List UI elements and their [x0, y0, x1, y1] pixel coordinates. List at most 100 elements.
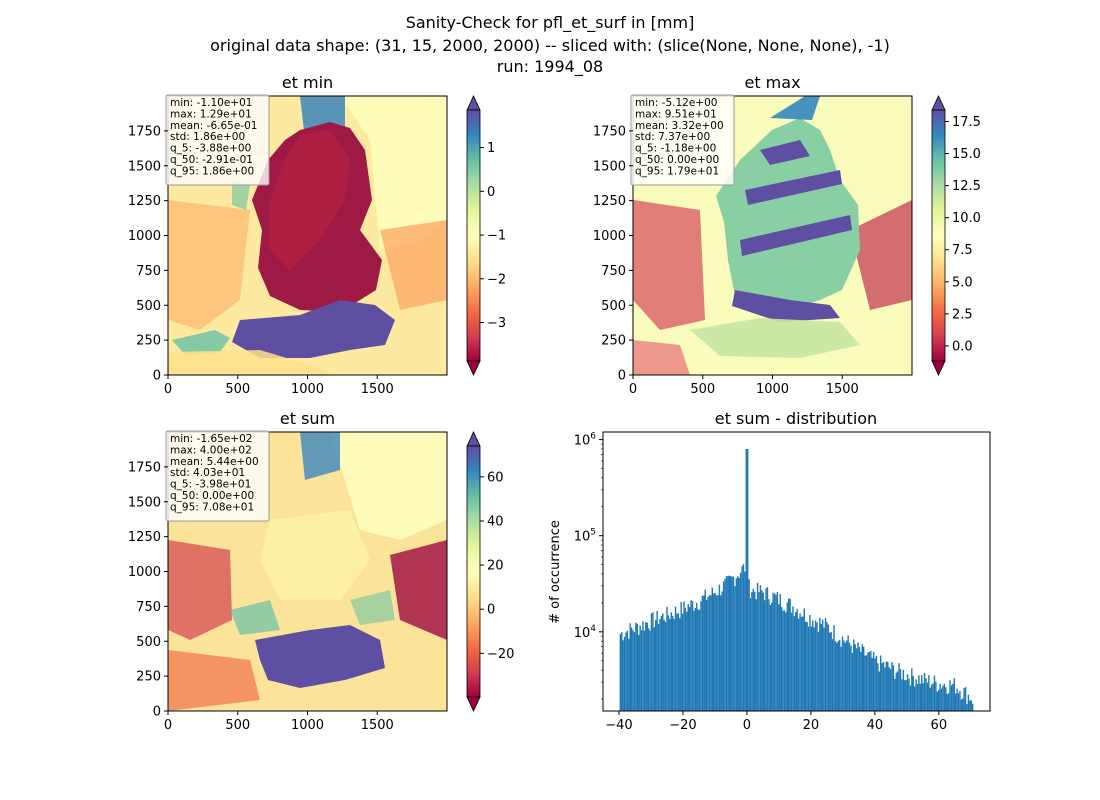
colorbar-gradient — [466, 109, 481, 362]
histogram-bar — [904, 680, 906, 711]
stats-line: max: 4.00e+02 — [170, 444, 252, 456]
y-tick-label: 1000 — [593, 229, 626, 244]
stats-line: mean: -6.65e-01 — [170, 120, 257, 132]
histogram-bar — [792, 606, 794, 711]
histogram-bar — [928, 675, 930, 711]
y-tick-label: 500 — [136, 635, 161, 650]
histogram-bar — [959, 690, 961, 711]
colorbar-tick-label: 60 — [487, 470, 504, 485]
histogram-bar — [939, 683, 941, 711]
histogram-bar — [809, 614, 811, 711]
histogram-bar — [756, 582, 759, 711]
colorbar-tick-label: 20 — [487, 559, 504, 574]
panel-title-et-sum: et sum — [280, 409, 335, 428]
x-tick-label: 1000 — [756, 382, 789, 397]
histogram-bar — [909, 685, 912, 711]
histogram-bar — [912, 676, 914, 711]
histogram-bar — [746, 448, 749, 711]
y-tick-label: 250 — [136, 670, 161, 685]
histogram-bar — [952, 683, 954, 711]
colorbar-tick-label: 10.0 — [952, 211, 981, 226]
histogram-bar — [840, 646, 842, 711]
x-axis-et-sum: 0 500 1000 1500 — [164, 711, 394, 733]
histogram-bar — [714, 592, 716, 711]
histogram-bar — [690, 600, 692, 711]
histogram-bar — [742, 564, 745, 711]
histogram-bar — [708, 595, 711, 711]
y-tick-label: 1000 — [128, 229, 161, 244]
histogram-bar — [940, 688, 943, 711]
histogram-bar — [660, 616, 663, 711]
colorbar-gradient — [931, 109, 946, 362]
histogram-bar — [697, 609, 699, 711]
histogram-bar — [861, 644, 864, 711]
histogram-bar — [711, 587, 714, 711]
histogram-bar — [707, 596, 709, 711]
histogram-bar — [901, 679, 903, 711]
stats-line: std: 1.86e+00 — [170, 131, 245, 143]
histogram-bar — [844, 642, 847, 711]
histogram-bar — [705, 599, 708, 711]
histogram-bar — [878, 671, 880, 711]
y-tick-label: 750 — [136, 600, 161, 615]
histogram-bar — [803, 608, 805, 711]
histogram-bar — [649, 630, 651, 711]
histogram-bar — [783, 610, 786, 711]
histogram-bar — [802, 616, 804, 711]
stats-line: max: 9.51e+01 — [635, 108, 717, 120]
histogram-bar — [749, 598, 752, 711]
histogram-bar — [867, 652, 869, 711]
x-tick-label: 500 — [690, 382, 715, 397]
histogram-bar — [677, 613, 680, 711]
histogram-bar — [727, 575, 729, 711]
histogram-bar — [857, 642, 859, 711]
histogram-bar — [807, 626, 810, 711]
histogram-bar — [780, 606, 783, 711]
histogram-bar — [969, 700, 971, 711]
histogram-bar — [967, 694, 970, 711]
histogram-bar — [858, 647, 861, 711]
histogram-bar — [872, 651, 875, 711]
x-tick-label: 40 — [867, 718, 884, 733]
y-tick-label: 750 — [601, 264, 626, 279]
histogram-bar — [670, 612, 672, 711]
histogram-bar — [812, 620, 814, 711]
histogram-bar — [943, 683, 946, 711]
histogram-bar — [776, 591, 779, 711]
histogram-bar — [864, 655, 866, 711]
histogram-bar — [820, 624, 822, 711]
histogram-bar — [814, 620, 817, 711]
histogram-bar — [945, 687, 947, 711]
histogram-bar — [891, 662, 893, 711]
histogram-bar — [766, 587, 769, 711]
panel-title-et-min: et min — [282, 73, 333, 92]
histogram-bar — [680, 602, 682, 711]
colorbar-tick-label: 17.5 — [952, 115, 981, 130]
histogram-bar — [865, 655, 868, 711]
histogram-bar — [629, 623, 631, 711]
histogram-bar — [804, 621, 807, 711]
colorbar-tick-label: 7.5 — [952, 243, 973, 258]
y-tick-label: 1500 — [593, 159, 626, 174]
histogram-bar — [771, 602, 773, 711]
histogram-bar — [816, 622, 818, 711]
x-tick-label: 60 — [931, 718, 948, 733]
histogram-bar — [848, 642, 851, 711]
histogram-bar — [819, 617, 821, 711]
histogram-bar — [826, 622, 828, 711]
x-tick-label: 0 — [629, 382, 637, 397]
histogram-bar — [829, 632, 831, 711]
colorbar-tick-label: 5.0 — [952, 275, 973, 290]
histogram-bar — [881, 663, 883, 711]
histogram-bar — [785, 612, 787, 711]
histogram-bar — [632, 630, 634, 711]
y-tick-label: 500 — [601, 299, 626, 314]
histogram-bar — [768, 599, 770, 711]
histogram-bar — [676, 613, 678, 711]
histogram-bar — [732, 576, 735, 711]
histogram-bar — [888, 667, 890, 711]
